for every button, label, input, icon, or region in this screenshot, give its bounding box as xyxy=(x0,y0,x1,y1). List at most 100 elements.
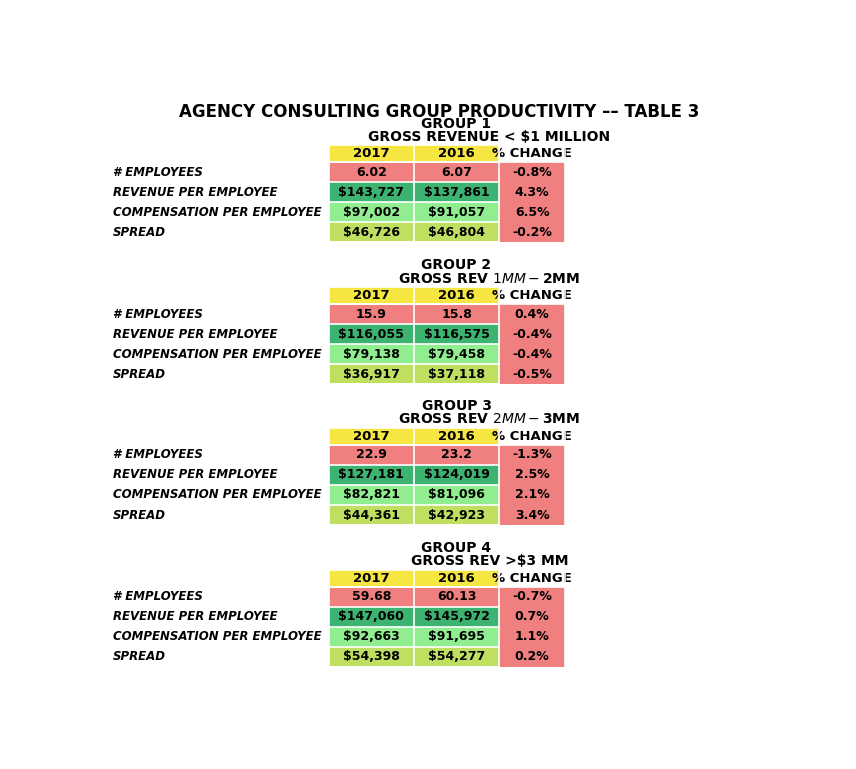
Bar xyxy=(329,182,414,202)
Text: GROUP 3: GROUP 3 xyxy=(421,399,491,414)
Text: $97,002: $97,002 xyxy=(342,206,400,219)
Text: GROSS REVENUE < $1 MILLION: GROSS REVENUE < $1 MILLION xyxy=(368,130,610,144)
Bar xyxy=(499,627,565,647)
Text: % CHANGE: % CHANGE xyxy=(492,571,572,584)
Bar xyxy=(499,324,565,344)
Text: -1.3%: -1.3% xyxy=(512,448,552,461)
Bar xyxy=(414,287,499,304)
Text: 0.7%: 0.7% xyxy=(514,610,550,623)
Bar xyxy=(329,222,414,242)
Text: $54,398: $54,398 xyxy=(343,651,400,663)
Text: SPREAD: SPREAD xyxy=(113,368,166,381)
Bar xyxy=(329,505,414,525)
Text: $91,057: $91,057 xyxy=(428,206,485,219)
Text: $36,917: $36,917 xyxy=(343,368,400,381)
Text: -0.4%: -0.4% xyxy=(512,328,552,341)
Text: 0.4%: 0.4% xyxy=(514,308,550,321)
Bar xyxy=(329,287,414,304)
Text: $79,138: $79,138 xyxy=(343,348,400,361)
Bar xyxy=(499,445,565,465)
Bar xyxy=(329,202,414,222)
Bar xyxy=(414,344,499,364)
Bar xyxy=(329,162,414,182)
Bar xyxy=(414,587,499,607)
Text: GROUP 4: GROUP 4 xyxy=(421,541,491,555)
Bar xyxy=(499,607,565,627)
Text: 15.8: 15.8 xyxy=(441,308,472,321)
Bar xyxy=(414,202,499,222)
Text: $147,060: $147,060 xyxy=(338,610,404,623)
Text: 22.9: 22.9 xyxy=(356,448,387,461)
Text: REVENUE PER EMPLOYEE: REVENUE PER EMPLOYEE xyxy=(113,328,277,341)
Text: 2017: 2017 xyxy=(353,148,389,161)
Bar xyxy=(414,627,499,647)
Text: 2017: 2017 xyxy=(353,289,389,302)
Text: SPREAD: SPREAD xyxy=(113,508,166,521)
Bar xyxy=(414,304,499,324)
Text: 6.07: 6.07 xyxy=(441,166,472,179)
Bar xyxy=(414,570,499,587)
Text: GROSS REV $2 MM - $3MM: GROSS REV $2 MM - $3MM xyxy=(398,412,580,427)
Text: 60.13: 60.13 xyxy=(437,590,476,603)
Text: $124,019: $124,019 xyxy=(424,468,490,481)
Text: % CHANGE: % CHANGE xyxy=(492,430,572,443)
Bar xyxy=(414,145,499,162)
Text: $127,181: $127,181 xyxy=(338,468,404,481)
Text: -0.7%: -0.7% xyxy=(512,590,552,603)
Bar xyxy=(329,324,414,344)
Bar xyxy=(499,505,565,525)
Text: GROUP 2: GROUP 2 xyxy=(421,258,491,272)
Text: 2016: 2016 xyxy=(438,430,475,443)
Bar xyxy=(329,627,414,647)
Text: 6.02: 6.02 xyxy=(356,166,387,179)
Text: 23.2: 23.2 xyxy=(441,448,472,461)
Text: GROUP 1: GROUP 1 xyxy=(421,117,491,131)
Text: $81,096: $81,096 xyxy=(428,488,485,501)
Bar xyxy=(329,485,414,505)
Text: -0.2%: -0.2% xyxy=(512,226,552,239)
Text: 2016: 2016 xyxy=(438,148,475,161)
Text: $79,458: $79,458 xyxy=(428,348,485,361)
Text: $145,972: $145,972 xyxy=(424,610,490,623)
Text: # EMPLOYEES: # EMPLOYEES xyxy=(113,308,203,321)
Bar xyxy=(499,162,565,182)
Text: REVENUE PER EMPLOYEE: REVENUE PER EMPLOYEE xyxy=(113,610,277,623)
Text: 1.1%: 1.1% xyxy=(514,630,550,643)
Text: COMPENSATION PER EMPLOYEE: COMPENSATION PER EMPLOYEE xyxy=(113,488,322,501)
Bar xyxy=(499,202,565,222)
Text: -0.4%: -0.4% xyxy=(512,348,552,361)
Bar xyxy=(329,465,414,485)
Text: -0.5%: -0.5% xyxy=(512,368,552,381)
Text: $116,055: $116,055 xyxy=(338,328,404,341)
Bar xyxy=(414,222,499,242)
Bar xyxy=(414,465,499,485)
Bar xyxy=(329,445,414,465)
Text: REVENUE PER EMPLOYEE: REVENUE PER EMPLOYEE xyxy=(113,468,277,481)
Text: 6.5%: 6.5% xyxy=(514,206,550,219)
Text: $137,861: $137,861 xyxy=(424,186,490,199)
Bar xyxy=(329,570,414,587)
Bar xyxy=(414,324,499,344)
Text: COMPENSATION PER EMPLOYEE: COMPENSATION PER EMPLOYEE xyxy=(113,206,322,219)
Text: 15.9: 15.9 xyxy=(356,308,387,321)
Text: $91,695: $91,695 xyxy=(428,630,485,643)
Bar xyxy=(329,145,414,162)
Bar xyxy=(414,162,499,182)
Text: 2016: 2016 xyxy=(438,571,475,584)
Bar xyxy=(414,505,499,525)
Text: $82,821: $82,821 xyxy=(342,488,400,501)
Text: SPREAD: SPREAD xyxy=(113,651,166,663)
Bar xyxy=(414,364,499,384)
Text: 59.68: 59.68 xyxy=(352,590,391,603)
Bar xyxy=(499,485,565,505)
Text: # EMPLOYEES: # EMPLOYEES xyxy=(113,448,203,461)
Bar xyxy=(414,445,499,465)
Text: 2017: 2017 xyxy=(353,430,389,443)
Text: $92,663: $92,663 xyxy=(343,630,400,643)
Bar xyxy=(329,647,414,667)
Text: -0.8%: -0.8% xyxy=(512,166,552,179)
Text: SPREAD: SPREAD xyxy=(113,226,166,239)
Text: GROSS REV $1 MM - $2MM: GROSS REV $1 MM - $2MM xyxy=(398,271,580,285)
Text: 2.5%: 2.5% xyxy=(514,468,550,481)
Text: % CHANGE: % CHANGE xyxy=(492,289,572,302)
